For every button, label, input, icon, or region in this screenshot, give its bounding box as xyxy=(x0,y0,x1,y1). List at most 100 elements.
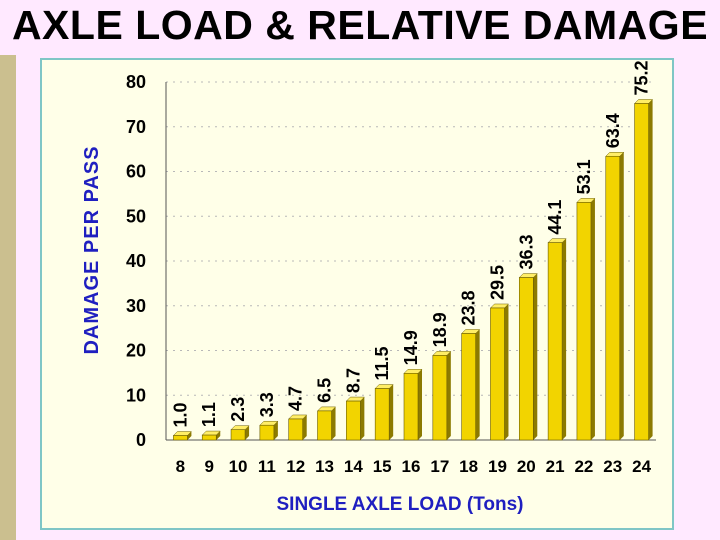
bar-side xyxy=(187,431,192,440)
data-label: 18.9 xyxy=(430,312,450,347)
bar xyxy=(461,329,481,441)
data-labels: 1.0 1.1 2.3 3.3 4.7 6.5 8.7 11.5 14.9 18.9 23.8 29.… xyxy=(170,60,651,427)
x-tick-label: 24 xyxy=(632,457,651,476)
bar xyxy=(259,420,279,441)
bar-side xyxy=(475,329,480,440)
x-axis-title: SINGLE AXLE LOAD (Tons) xyxy=(277,494,524,515)
y-tick-label: 80 xyxy=(126,72,146,92)
y-tick-labels: 0 10 20 30 40 50 60 70 80 xyxy=(126,72,146,450)
data-label: 6.5 xyxy=(315,378,335,403)
x-tick-label: 14 xyxy=(344,457,363,476)
y-tick-label: 60 xyxy=(126,162,146,182)
y-tick-label: 40 xyxy=(126,251,146,271)
data-label: 1.0 xyxy=(170,402,190,427)
bar-side xyxy=(389,384,394,440)
bar-face xyxy=(634,103,649,441)
bar xyxy=(403,369,423,441)
data-label: 2.3 xyxy=(228,397,248,422)
data-label: 3.3 xyxy=(257,392,277,417)
bar-side xyxy=(648,99,653,441)
x-tick-labels: 8 9 10 11 12 13 14 15 16 17 18 19 20 21 22 23 24 xyxy=(176,457,652,476)
side-strip xyxy=(0,55,16,540)
bar-face xyxy=(576,202,592,441)
y-tick-label: 70 xyxy=(126,117,146,137)
x-tick-label: 22 xyxy=(574,457,593,476)
bar xyxy=(518,273,538,441)
x-tick-label: 10 xyxy=(229,457,248,476)
x-tick-label: 21 xyxy=(546,457,565,476)
bar-side xyxy=(533,273,538,440)
x-tick-label: 18 xyxy=(459,457,478,476)
x-tick-label: 15 xyxy=(373,457,392,476)
x-tick-label: 13 xyxy=(315,457,334,476)
bar xyxy=(605,152,625,441)
x-tick-label: 23 xyxy=(603,457,622,476)
bar-side xyxy=(446,351,451,440)
chart-panel: 0 10 20 30 40 50 60 70 80 1.0 1.1 2.3 3.3 4.7 6.5 8.7 1… xyxy=(40,58,674,530)
bar xyxy=(345,396,365,441)
bar-side xyxy=(504,303,509,440)
bar-face xyxy=(173,435,188,441)
slide-title: AXLE LOAD & RELATIVE DAMAGE xyxy=(11,2,709,48)
bar-side xyxy=(273,421,278,440)
data-label: 63.4 xyxy=(603,113,623,148)
bar-side xyxy=(302,414,307,440)
bar xyxy=(316,406,337,441)
bar xyxy=(633,99,654,441)
x-tick-label: 20 xyxy=(517,457,536,476)
bar-side xyxy=(245,425,250,440)
bar xyxy=(172,431,193,441)
y-tick-label: 0 xyxy=(136,430,146,450)
data-label: 29.5 xyxy=(487,265,507,300)
bar-face xyxy=(518,277,534,441)
x-tick-label: 17 xyxy=(430,457,449,476)
bar-side xyxy=(590,198,595,440)
x-tick-label: 16 xyxy=(402,457,421,476)
bar xyxy=(432,351,452,441)
bar xyxy=(374,384,394,441)
bar xyxy=(547,238,567,441)
bar-side xyxy=(360,397,365,440)
data-label: 8.7 xyxy=(343,368,363,393)
y-axis-title: DAMAGE PER PASS xyxy=(81,145,103,354)
bar-face xyxy=(605,155,621,441)
bar-side xyxy=(562,238,567,440)
bar xyxy=(201,430,221,441)
data-label: 4.7 xyxy=(286,386,306,411)
x-tick-label: 19 xyxy=(488,457,507,476)
x-tick-label: 9 xyxy=(205,457,214,476)
y-tick-label: 30 xyxy=(126,296,146,316)
x-tick-label: 8 xyxy=(176,457,185,476)
bar-side xyxy=(331,406,336,440)
y-tick-label: 10 xyxy=(126,385,146,405)
data-label: 1.1 xyxy=(199,402,219,427)
bars xyxy=(172,99,654,441)
x-tick-label: 12 xyxy=(286,457,305,476)
bar-face xyxy=(374,388,390,441)
data-label: 44.1 xyxy=(545,200,565,235)
bar xyxy=(576,198,596,441)
bar-face xyxy=(288,418,304,441)
y-tick-label: 20 xyxy=(126,341,146,361)
y-tick-label: 50 xyxy=(126,206,146,226)
x-tick-label: 11 xyxy=(258,457,276,476)
bar-face xyxy=(403,373,419,441)
bar-face xyxy=(547,242,563,441)
bar-face xyxy=(432,355,448,441)
bar xyxy=(489,303,510,441)
bar-face xyxy=(230,429,246,441)
bar-face xyxy=(490,307,505,441)
bar-face xyxy=(317,410,332,441)
bar xyxy=(288,414,308,441)
bar-face xyxy=(201,434,217,441)
data-label: 53.1 xyxy=(574,159,594,194)
bar-side xyxy=(216,431,221,440)
data-label: 23.8 xyxy=(459,290,479,325)
bar-face xyxy=(346,400,361,441)
bar-side xyxy=(418,369,422,440)
bar-chart: 0 10 20 30 40 50 60 70 80 1.0 1.1 2.3 3.3 4.7 6.5 8.7 1… xyxy=(81,60,656,515)
bar-face xyxy=(259,424,275,441)
bar xyxy=(230,425,250,441)
data-label: 11.5 xyxy=(372,346,392,380)
data-label: 36.3 xyxy=(516,235,536,270)
